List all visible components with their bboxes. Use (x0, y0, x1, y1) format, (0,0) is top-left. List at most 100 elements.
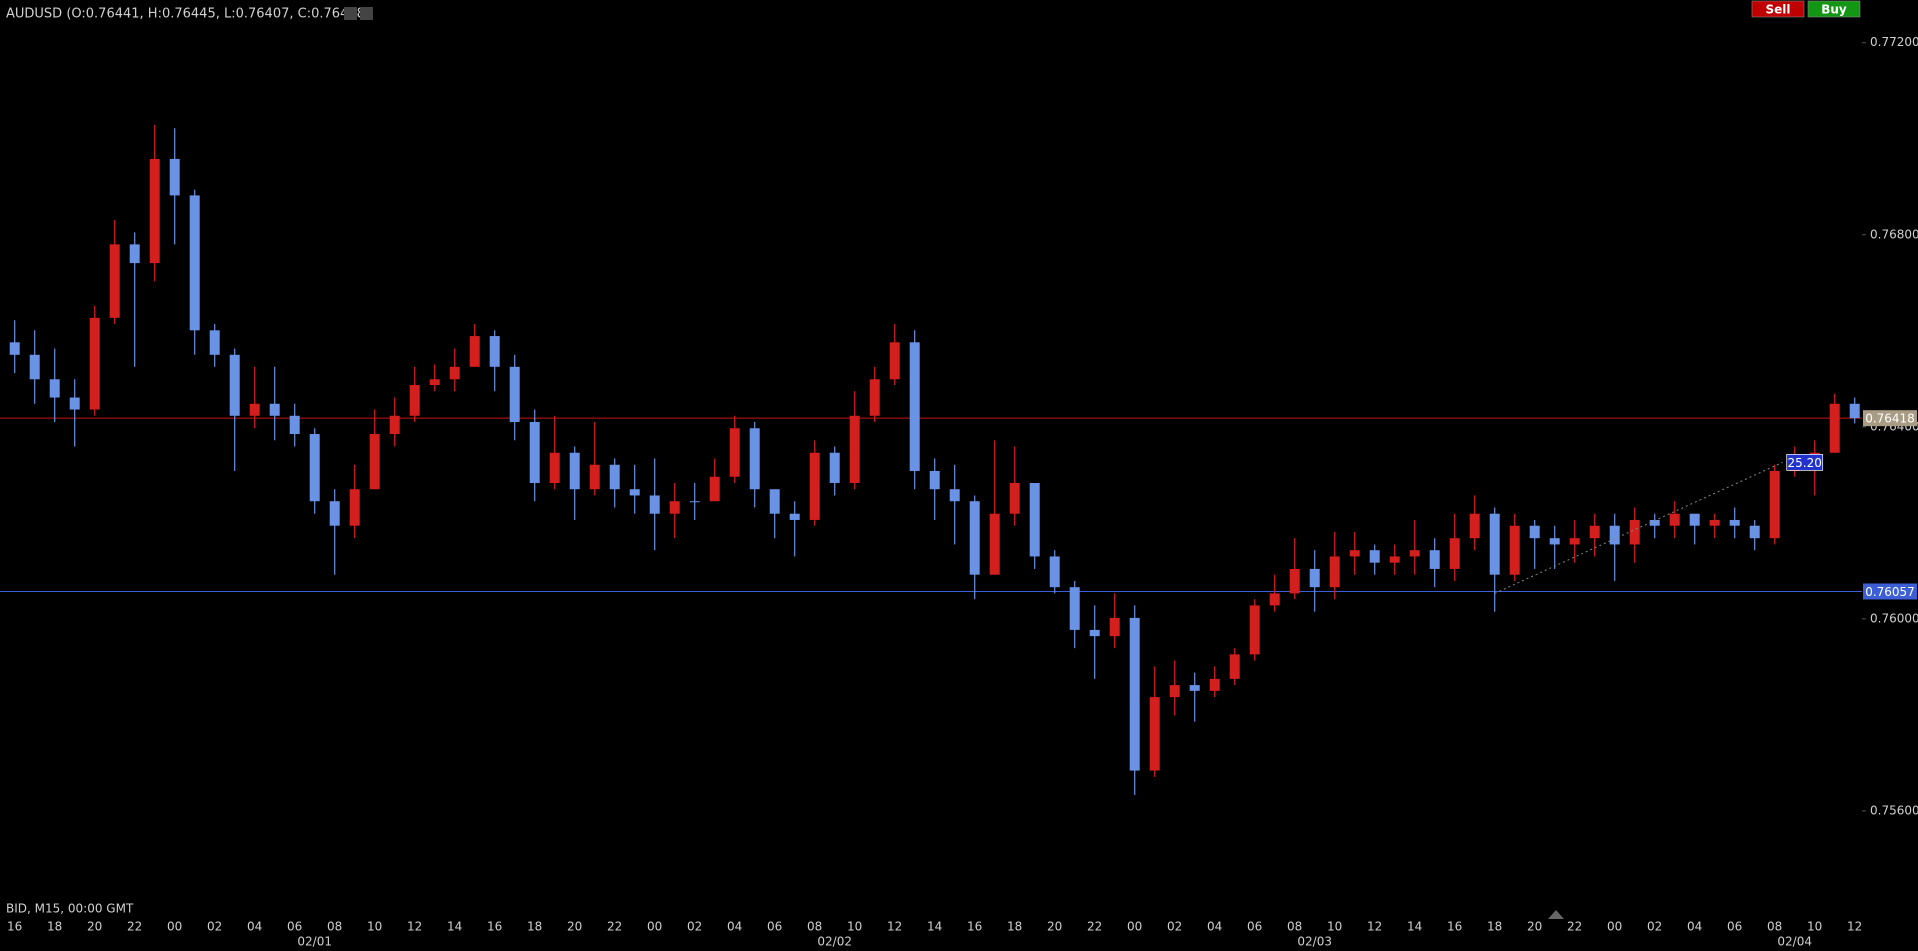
x-tick-label: 10 (367, 920, 382, 934)
candle-body (1429, 550, 1440, 569)
x-tick-label: 22 (127, 920, 142, 934)
candle-body (649, 495, 660, 514)
candle-body (989, 513, 1000, 575)
candle-body (1089, 629, 1100, 637)
candle-body (389, 415, 400, 435)
candle-body (229, 354, 240, 416)
candle-body (49, 379, 60, 398)
x-tick-label: 10 (847, 920, 862, 934)
x-tick-label: 14 (927, 920, 942, 934)
candle-body (1169, 685, 1180, 698)
footer-label: BID, M15, 00:00 GMT (6, 902, 134, 916)
candle-body (1149, 697, 1160, 771)
trade-button[interactable] (1807, 0, 1861, 18)
candle-body (169, 158, 180, 196)
candle-body (449, 366, 460, 380)
x-tick-label: 06 (287, 920, 302, 934)
x-tick-label: 00 (1607, 920, 1622, 934)
candle-body (789, 513, 800, 520)
candle-body (1629, 519, 1640, 545)
candle-body (1309, 568, 1320, 588)
candle-body (609, 464, 620, 490)
candle-body (1669, 513, 1680, 526)
x-tick-label: 10 (1327, 920, 1342, 934)
x-tick-label: 22 (1567, 920, 1582, 934)
candle-body (149, 158, 160, 264)
candle-body (509, 366, 520, 423)
x-tick-label: 14 (447, 920, 462, 934)
candle-body (1049, 556, 1060, 588)
trade-button[interactable] (1751, 0, 1805, 18)
candle-body (1329, 556, 1340, 588)
candle-body (829, 452, 840, 483)
candle-body (929, 470, 940, 490)
y-tick-label: 0.77200 (1870, 35, 1918, 49)
x-tick-label: 02 (687, 920, 702, 934)
candle-body (1289, 568, 1300, 594)
settings-icon[interactable] (344, 7, 357, 20)
candle-body (1829, 403, 1840, 453)
x-tick-label: 12 (1367, 920, 1382, 934)
candle-body (1849, 403, 1860, 419)
x-tick-label: 08 (327, 920, 342, 934)
x-tick-label: 04 (247, 920, 262, 934)
candle-body (309, 434, 320, 502)
trend-label: 25.20 (1788, 456, 1822, 470)
candle-body (1449, 538, 1460, 569)
x-tick-label: 02 (1647, 920, 1662, 934)
candle-body (949, 489, 960, 502)
candle-body (1609, 525, 1620, 545)
date-label: 02/01 (297, 935, 332, 949)
candle-body (1249, 605, 1260, 655)
candle-body (1489, 513, 1500, 575)
candle-body (1189, 685, 1200, 691)
date-label: 02/04 (1777, 935, 1812, 949)
candle-body (29, 354, 40, 380)
candle-body (329, 501, 340, 526)
candle-body (529, 422, 540, 483)
price-label-box (1863, 583, 1917, 600)
candle-body (429, 379, 440, 386)
candle-body (669, 501, 680, 514)
scroll-marker[interactable] (1548, 910, 1564, 919)
candle-body (1689, 513, 1700, 526)
y-tick-label: 0.75600 (1870, 803, 1918, 817)
x-tick-label: 20 (1047, 920, 1062, 934)
candle-body (549, 452, 560, 483)
candle-body (1389, 556, 1400, 563)
x-tick-label: 06 (1247, 920, 1262, 934)
candle-body (1509, 525, 1520, 575)
close-icon[interactable] (360, 7, 373, 20)
candle-body (909, 342, 920, 471)
x-tick-label: 18 (1007, 920, 1022, 934)
x-tick-label: 20 (567, 920, 582, 934)
x-tick-label: 22 (607, 920, 622, 934)
candle-body (469, 336, 480, 367)
candle-body (1729, 519, 1740, 526)
price-label: 0.76057 (1865, 585, 1915, 599)
x-tick-label: 18 (527, 920, 542, 934)
candle-body (1129, 617, 1140, 771)
candle-body (369, 434, 380, 490)
candle-body (1749, 525, 1760, 539)
x-tick-label: 08 (807, 920, 822, 934)
trade-button-label[interactable]: Buy (1821, 3, 1847, 17)
candle-body (629, 489, 640, 496)
x-tick-label: 10 (1807, 920, 1822, 934)
candle-body (1349, 550, 1360, 557)
candle-body (249, 403, 260, 416)
candle-body (709, 476, 720, 502)
x-tick-label: 02 (207, 920, 222, 934)
candle-body (1409, 550, 1420, 557)
candle-body (849, 415, 860, 483)
candle-body (269, 403, 280, 416)
candle-body (409, 385, 420, 416)
candle-body (1549, 538, 1560, 545)
candle-body (1769, 470, 1780, 539)
trade-button-label[interactable]: Sell (1765, 3, 1790, 17)
candle-body (109, 244, 120, 318)
x-tick-label: 00 (647, 920, 662, 934)
